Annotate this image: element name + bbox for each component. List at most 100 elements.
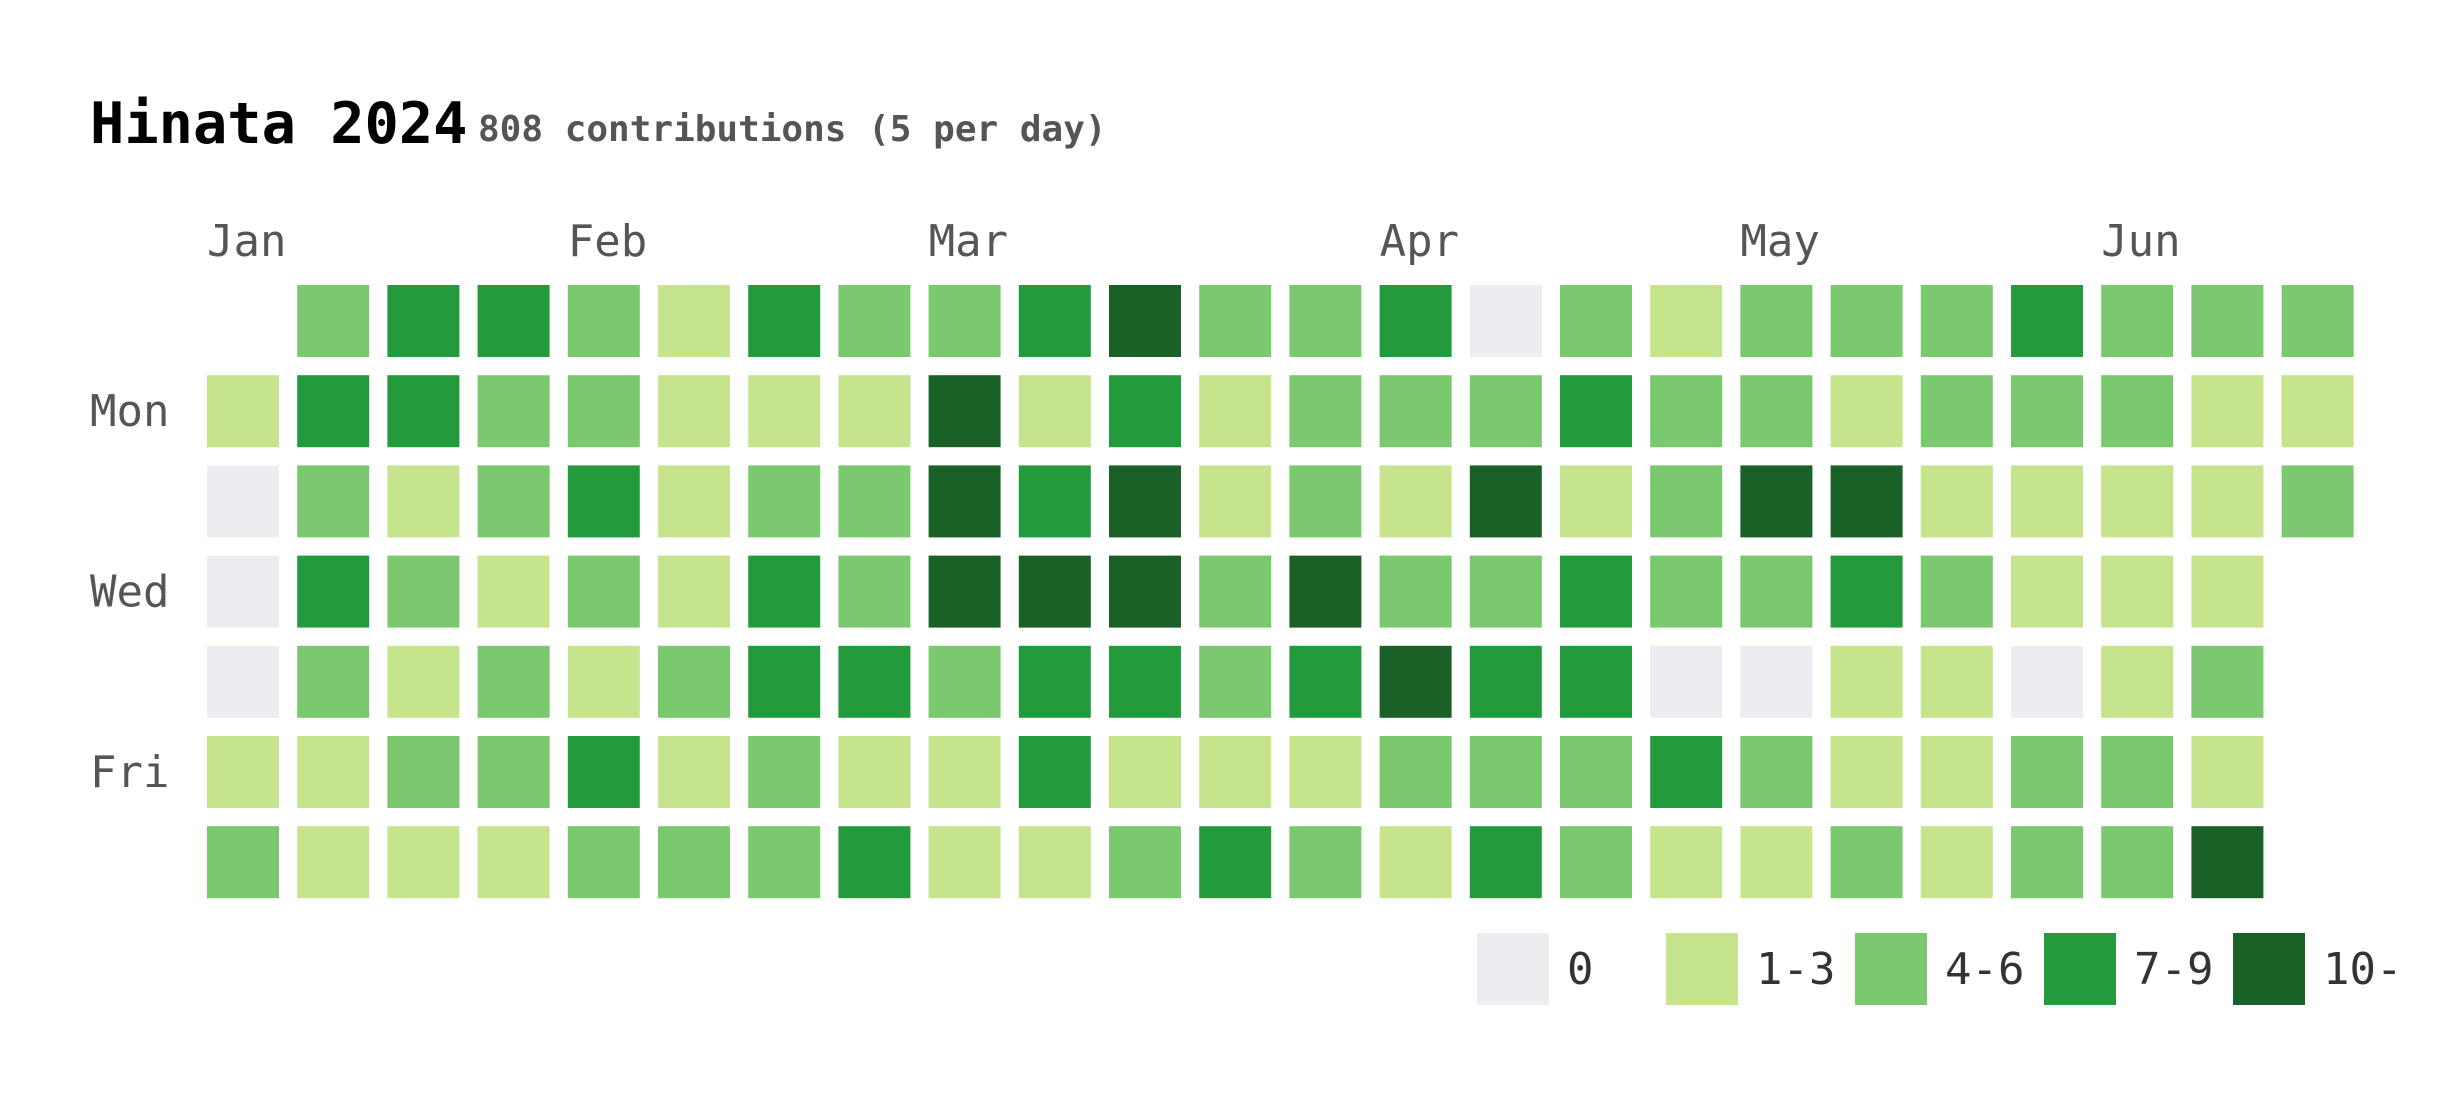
day-cell — [928, 826, 1001, 899]
day-cell — [1109, 645, 1181, 718]
day-cell — [2101, 826, 2174, 899]
day-cell — [477, 285, 550, 357]
day-cell — [1740, 736, 1813, 808]
day-cell — [1740, 285, 1813, 357]
day-cell — [2191, 285, 2264, 357]
weekday-labels: Mon Wed Fri — [90, 386, 169, 798]
day-cell — [838, 736, 911, 808]
day-cell — [838, 465, 911, 538]
weekday-label: Fri — [90, 747, 169, 798]
day-cell — [207, 645, 279, 718]
day-cell — [1469, 285, 1542, 357]
day-cell — [297, 465, 370, 538]
day-cell — [1560, 465, 1632, 538]
day-cell — [1289, 375, 1362, 448]
legend-label: 10- — [2323, 944, 2402, 995]
day-cell — [1289, 826, 1362, 899]
day-cell — [1018, 555, 1091, 628]
day-cell — [1560, 555, 1632, 628]
day-cell — [2191, 375, 2264, 448]
day-cell — [838, 645, 911, 718]
day-cell — [658, 375, 730, 448]
day-cell — [2191, 555, 2264, 628]
day-cell — [567, 826, 640, 899]
day-cell — [2101, 555, 2174, 628]
day-cell — [1650, 736, 1723, 808]
day-cell — [477, 375, 550, 448]
day-cell — [658, 826, 730, 899]
day-cell — [2281, 285, 2354, 357]
day-cell — [1650, 555, 1723, 628]
day-cell — [658, 465, 730, 538]
day-cell — [838, 826, 911, 899]
day-cell — [658, 645, 730, 718]
day-cell — [387, 555, 460, 628]
day-cell — [1109, 736, 1181, 808]
day-cell — [2281, 465, 2354, 538]
day-cell — [658, 285, 730, 357]
day-cell — [1199, 375, 1272, 448]
day-cell — [387, 645, 460, 718]
day-cell — [567, 375, 640, 448]
day-cell — [2101, 645, 2174, 718]
day-cell — [297, 826, 370, 899]
day-cell — [1379, 375, 1452, 448]
month-label: May — [1740, 216, 1819, 267]
day-cell — [928, 285, 1001, 357]
legend-swatch — [1666, 933, 1738, 1005]
day-cell — [1830, 645, 1903, 718]
day-cell — [1469, 645, 1542, 718]
legend-swatch — [2233, 933, 2305, 1005]
day-cell — [1199, 555, 1272, 628]
day-cell — [748, 826, 821, 899]
day-cell — [1650, 285, 1723, 357]
day-cell — [387, 375, 460, 448]
day-cell — [928, 736, 1001, 808]
day-cell — [1289, 465, 1362, 538]
legend-swatch — [1855, 933, 1927, 1005]
day-cell — [1109, 555, 1181, 628]
day-cell — [1830, 465, 1903, 538]
day-cell — [1379, 826, 1452, 899]
day-cell — [387, 826, 460, 899]
day-cell — [1920, 645, 1993, 718]
weekday-label: Mon — [90, 386, 169, 437]
day-cell — [838, 375, 911, 448]
day-cell — [1920, 285, 1993, 357]
day-cell — [1740, 465, 1813, 538]
legend-swatch — [1477, 933, 1549, 1005]
day-cell — [1379, 285, 1452, 357]
day-cell — [1379, 645, 1452, 718]
contribution-grid — [207, 285, 2354, 899]
day-cell — [1018, 826, 1091, 899]
day-cell — [1650, 375, 1723, 448]
day-cell — [567, 465, 640, 538]
month-label: Feb — [568, 216, 647, 267]
day-cell — [1379, 736, 1452, 808]
day-cell — [477, 736, 550, 808]
day-cell — [1650, 826, 1723, 899]
day-cell — [928, 645, 1001, 718]
day-cell — [477, 555, 550, 628]
day-cell — [2011, 826, 2083, 899]
month-label: Apr — [1380, 216, 1459, 267]
day-cell — [1740, 645, 1813, 718]
day-cell — [567, 555, 640, 628]
day-cell — [387, 285, 460, 357]
day-cell — [567, 736, 640, 808]
weekday-label: Wed — [90, 567, 169, 618]
day-cell — [1920, 375, 1993, 448]
month-label: Jan — [207, 216, 286, 267]
day-cell — [1740, 826, 1813, 899]
day-cell — [748, 375, 821, 448]
day-cell — [477, 826, 550, 899]
day-cell — [748, 285, 821, 357]
chart-title: Hinata 2024 — [90, 91, 468, 157]
day-cell — [2011, 645, 2083, 718]
day-cell — [1830, 285, 1903, 357]
day-cell — [1469, 555, 1542, 628]
day-cell — [2191, 645, 2264, 718]
day-cell — [2011, 555, 2083, 628]
day-cell — [2101, 285, 2174, 357]
